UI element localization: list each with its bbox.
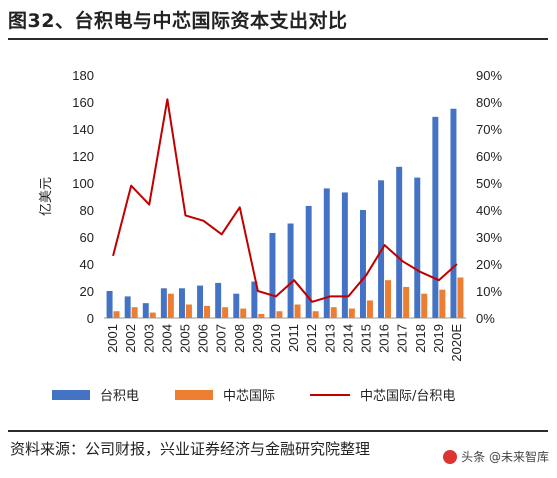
- tsmc-bar: [287, 223, 294, 318]
- y-right-tick-label: 90%: [476, 68, 502, 83]
- tsmc-bar: [160, 288, 167, 318]
- y-axis-label: 亿美元: [39, 177, 54, 216]
- legend-swatch-tsmc: [52, 390, 90, 400]
- smic-bar: [204, 305, 211, 318]
- y-right-tick-label: 30%: [476, 230, 502, 245]
- tsmc-bar: [251, 281, 258, 318]
- ratio-series: [112, 98, 458, 303]
- x-tick-label: 2003: [141, 324, 156, 353]
- y-left-tick-label: 140: [72, 122, 94, 137]
- legend-swatch-smic: [175, 390, 213, 400]
- chart-legend: 台积电 中芯国际 中芯国际/台积电: [52, 389, 455, 404]
- tsmc-bar: [197, 285, 204, 318]
- capex-chart: 0 20 40 60 80 100 120 140 160 180 0% 10% 20% 30% 40% 50…: [39, 68, 502, 404]
- tsmc-bar: [323, 188, 330, 318]
- x-tick-label: 2016: [377, 324, 392, 353]
- y-right-tick-label: 80%: [476, 95, 502, 110]
- x-tick-label: 2005: [177, 324, 192, 353]
- x-tick-label: 2010: [268, 324, 283, 353]
- smic-bar: [366, 300, 373, 318]
- y-left-tick-label: 60: [80, 230, 94, 245]
- x-tick-label: 2002: [123, 324, 138, 353]
- y-right-tick-label: 50%: [476, 176, 502, 191]
- y-right-tick-label: 70%: [476, 122, 502, 137]
- smic-bar: [439, 289, 446, 318]
- tsmc-bar: [396, 166, 403, 318]
- ratio-line: [112, 98, 458, 303]
- smic-bar: [258, 313, 265, 318]
- title-divider: [8, 38, 548, 40]
- chart-title: 图32、台积电与中芯国际资本支出对比: [8, 10, 348, 32]
- smic-bar: [131, 307, 138, 318]
- y-left-tick-label: 100: [72, 176, 94, 191]
- x-tick-label: 2015: [358, 324, 373, 353]
- y-left-tick-label: 180: [72, 68, 94, 83]
- footer-divider: [8, 430, 548, 432]
- tsmc-bar: [215, 282, 222, 318]
- smic-bar: [167, 293, 174, 318]
- smic-bar: [403, 286, 410, 318]
- x-tick-label: 2014: [340, 324, 355, 353]
- smic-bar: [240, 308, 247, 318]
- y-left-tick-label: 40: [80, 257, 94, 272]
- tsmc-bar: [178, 288, 185, 318]
- watermark-text: 头条 @未来智库: [461, 450, 549, 464]
- x-tick-label: 2019: [431, 324, 446, 353]
- x-tick-label: 2007: [214, 324, 229, 353]
- x-tick-label: 2017: [395, 324, 410, 353]
- tsmc-bar: [106, 291, 113, 318]
- x-tick-label: 2008: [232, 324, 247, 353]
- y-right-tick-label: 20%: [476, 257, 502, 272]
- x-tick-label: 2001: [105, 324, 120, 353]
- y-right-tick-label: 40%: [476, 203, 502, 218]
- y-left-tick-label: 120: [72, 149, 94, 164]
- bar-series: [106, 108, 464, 318]
- smic-bar: [348, 308, 355, 318]
- y-left-tick-label: 80: [80, 203, 94, 218]
- chart-axes: 0 20 40 60 80 100 120 140 160 180 0% 10% 20% 30% 40% 50…: [39, 68, 502, 362]
- watermark-logo-icon: [443, 449, 458, 464]
- smic-bar: [457, 277, 464, 318]
- y-right-tick-label: 0%: [476, 311, 495, 326]
- tsmc-bar: [450, 108, 457, 318]
- x-tick-label: 2004: [159, 324, 174, 353]
- y-right-tick-label: 60%: [476, 149, 502, 164]
- smic-bar: [330, 307, 337, 318]
- tsmc-bar: [341, 192, 348, 318]
- tsmc-bar: [432, 116, 439, 318]
- x-tick-label: 2020E: [449, 324, 464, 362]
- x-tick-label: 2013: [322, 324, 337, 353]
- x-tick-label: 2009: [250, 324, 265, 353]
- smic-bar: [222, 307, 229, 318]
- tsmc-bar: [359, 210, 366, 318]
- tsmc-bar: [305, 205, 312, 318]
- x-tick-label: 2012: [304, 324, 319, 353]
- tsmc-bar: [124, 296, 131, 318]
- smic-bar: [113, 311, 120, 318]
- x-tick-label: 2018: [413, 324, 428, 353]
- tsmc-bar: [142, 303, 149, 318]
- smic-bar: [385, 280, 392, 318]
- legend-label-tsmc: 台积电: [100, 389, 139, 404]
- watermark: 头条 @未来智库: [443, 448, 549, 465]
- smic-bar: [276, 311, 283, 318]
- legend-label-ratio: 中芯国际/台积电: [360, 389, 455, 404]
- x-tick-label: 2006: [196, 324, 211, 353]
- source-note: 资料来源：公司财报，兴业证券经济与金融研究院整理: [10, 440, 371, 458]
- smic-bar: [294, 304, 301, 318]
- y-right-tick-label: 10%: [476, 284, 502, 299]
- legend-label-smic: 中芯国际: [223, 389, 275, 404]
- tsmc-bar: [269, 232, 276, 318]
- tsmc-bar: [414, 177, 421, 318]
- x-tick-label: 2011: [286, 324, 301, 352]
- smic-bar: [312, 311, 319, 318]
- y-left-tick-label: 20: [80, 284, 94, 299]
- smic-bar: [149, 312, 156, 318]
- tsmc-bar: [233, 293, 240, 318]
- smic-bar: [185, 304, 192, 318]
- y-left-tick-label: 160: [72, 95, 94, 110]
- y-left-tick-label: 0: [87, 311, 94, 326]
- smic-bar: [421, 293, 428, 318]
